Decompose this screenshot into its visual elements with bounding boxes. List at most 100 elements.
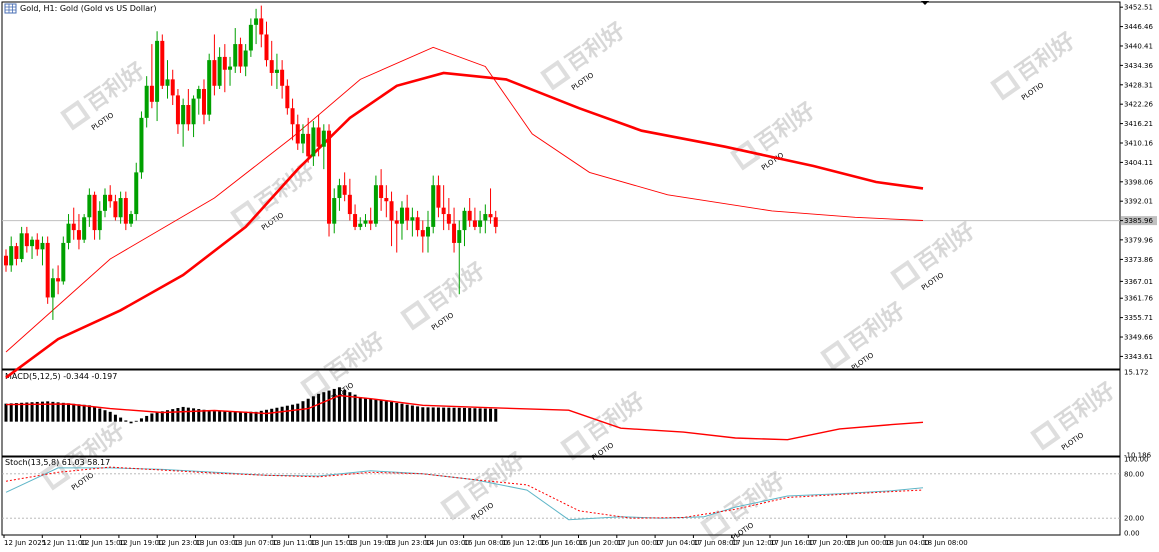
candle-body	[353, 214, 358, 227]
watermark-text: 百利好	[721, 467, 790, 526]
price-tick-label: 3428.31	[1124, 81, 1153, 89]
candle	[311, 121, 316, 166]
candle	[61, 236, 66, 285]
candle	[300, 124, 305, 154]
candle-body	[389, 201, 394, 221]
price-tick-label: 3398.06	[1124, 178, 1153, 186]
stoch-layer	[2, 466, 1120, 521]
macd-bar	[67, 403, 71, 422]
stoch-title: Stoch(13,5,8) 61.03 58.17	[5, 458, 110, 467]
candle-body	[61, 242, 66, 282]
candle-body	[264, 34, 269, 61]
macd-bar	[134, 420, 138, 422]
candle-body	[76, 230, 81, 240]
time-tick-label: 16 Jun 16:00	[540, 539, 584, 547]
macd-bar	[51, 401, 55, 422]
macd-bar	[87, 405, 91, 422]
stoch-tick-label: 0.00	[1124, 530, 1140, 538]
macd-bar	[202, 409, 206, 422]
price-panel[interactable]	[1, 1, 1121, 370]
macd-bar	[197, 409, 201, 422]
candle	[269, 40, 274, 86]
candle	[368, 207, 373, 231]
candle-body	[123, 198, 128, 224]
candle	[321, 124, 326, 170]
candle	[50, 268, 55, 320]
candle	[332, 188, 337, 234]
macd-bar	[113, 414, 117, 422]
candle-body	[478, 220, 483, 227]
candle-body	[155, 40, 160, 102]
macd-bar	[343, 389, 347, 422]
price-tick-label: 3385.96	[1124, 217, 1153, 225]
macd-bar	[462, 407, 466, 422]
macd-bar	[72, 403, 76, 422]
candle	[66, 214, 71, 250]
candle-body	[201, 88, 206, 115]
macd-bar	[249, 411, 253, 422]
macd-bar	[223, 411, 227, 422]
watermark-text: 百利好	[321, 327, 390, 386]
watermark-text: 百利好	[911, 217, 980, 276]
watermark-logo-icon	[990, 69, 1021, 101]
macd-bar	[275, 407, 279, 422]
chart-menu-icon[interactable]	[4, 3, 17, 14]
candle-body	[92, 194, 97, 231]
macd-bar	[285, 405, 289, 422]
candle	[123, 191, 128, 231]
scroll-marker-icon[interactable]	[921, 1, 929, 5]
macd-bar	[139, 418, 143, 422]
macd-bar	[369, 398, 373, 422]
stoch-panel[interactable]	[1, 456, 1121, 536]
candle-body	[175, 95, 180, 125]
candle	[14, 242, 19, 266]
macd-bar	[280, 406, 284, 422]
candle	[264, 21, 269, 67]
candle	[327, 124, 332, 237]
macd-bar	[103, 410, 107, 422]
macd-panel[interactable]	[1, 369, 1121, 457]
price-y-axis: 3452.51 3446.46 3440.41 3434.36 3428.31 3422.…	[1120, 4, 1153, 361]
macd-bar	[452, 407, 456, 422]
time-tick-label: 13 Jun 11:00	[272, 539, 316, 547]
macd-bar	[358, 397, 362, 422]
price-tick-label: 3392.01	[1124, 198, 1153, 206]
macd-bar	[259, 410, 263, 422]
candle-body	[71, 223, 76, 231]
macd-bar	[56, 402, 60, 422]
candle-body	[300, 133, 305, 144]
candle	[155, 31, 160, 122]
watermark-logo-icon	[540, 59, 571, 91]
candle	[97, 201, 102, 240]
price-tick-label: 3373.86	[1124, 256, 1153, 264]
price-tick-label: 3446.46	[1124, 23, 1153, 31]
macd-bar	[395, 402, 399, 422]
candle-body	[306, 133, 311, 157]
candle-body	[441, 207, 446, 215]
candle-body	[436, 185, 441, 208]
macd-bar	[124, 420, 128, 422]
macd-bar	[374, 399, 378, 422]
macd-bar	[181, 406, 185, 422]
time-tick-label: 12 Jun 23:00	[157, 539, 201, 547]
stoch-tick-label: 20.00	[1124, 515, 1144, 523]
candle-body	[243, 50, 248, 67]
watermark-text: 百利好	[841, 297, 910, 356]
candle	[259, 5, 264, 48]
time-tick-label: 16 Jun 12:00	[502, 539, 546, 547]
candle	[149, 44, 154, 109]
candle-body	[40, 242, 45, 250]
stoch-tick-label: 80.00	[1124, 470, 1144, 478]
candle-body	[462, 210, 467, 231]
candle-body	[384, 198, 389, 202]
candle	[389, 191, 394, 247]
watermark-text: 百利好	[751, 97, 820, 156]
macd-bar	[176, 408, 180, 422]
candle	[134, 162, 139, 221]
candle	[415, 210, 420, 237]
